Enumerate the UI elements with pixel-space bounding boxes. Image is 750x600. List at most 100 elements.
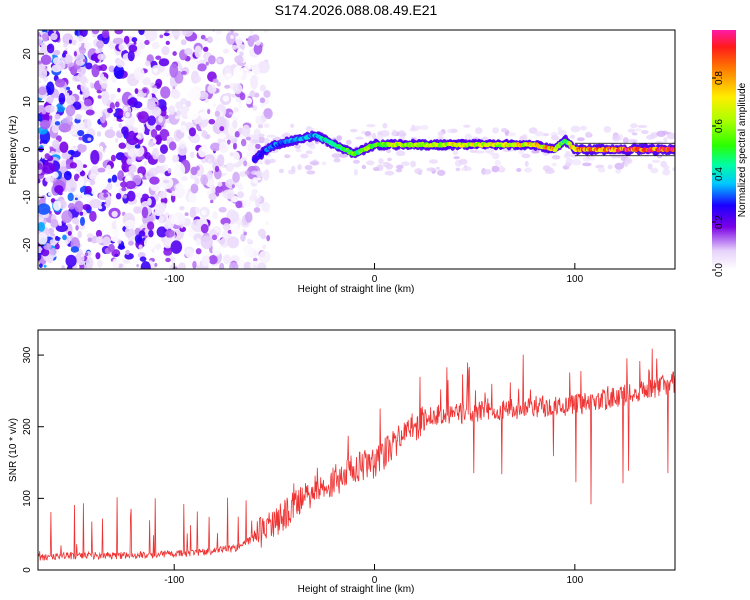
noise-blob	[111, 210, 118, 218]
noise-blob	[51, 171, 59, 179]
noise-blob	[151, 41, 160, 50]
noise-blob	[84, 252, 89, 257]
halo-blob	[306, 170, 316, 175]
noise-blob	[205, 61, 209, 66]
halo-blob	[662, 165, 670, 170]
noise-blob	[194, 75, 202, 83]
noise-blob	[224, 84, 231, 89]
noise-blob	[139, 256, 147, 262]
noise-blob	[163, 248, 173, 256]
halo-blob	[516, 168, 522, 173]
halo-blob	[411, 124, 416, 131]
noise-blob	[233, 66, 244, 79]
noise-blob	[207, 84, 217, 94]
noise-blob	[46, 96, 54, 104]
noise-blob	[76, 143, 87, 153]
noise-blob	[200, 34, 206, 40]
halo-blob	[401, 161, 410, 167]
noise-blob	[138, 30, 145, 36]
noise-blob	[134, 88, 139, 95]
noise-blob	[252, 257, 258, 262]
noise-blob	[142, 88, 148, 94]
noise-blob	[144, 151, 151, 160]
noise-blob	[137, 111, 149, 124]
halo-blob	[585, 131, 592, 138]
halo-blob	[395, 168, 403, 173]
noise-blob	[219, 237, 229, 248]
noise-blob	[200, 174, 209, 186]
noise-blob	[246, 238, 252, 243]
noise-blob	[96, 131, 102, 137]
noise-blob	[59, 141, 69, 153]
noise-blob	[85, 62, 93, 70]
noise-blob	[232, 119, 238, 129]
halo-blob	[451, 128, 458, 134]
noise-blob	[142, 77, 152, 86]
noise-blob	[155, 243, 162, 250]
halo-blob	[630, 123, 638, 129]
noise-blob	[160, 105, 168, 112]
noise-blob	[239, 92, 246, 101]
noise-blob	[222, 189, 235, 199]
noise-blob	[91, 64, 100, 78]
x-tick-label: -100	[164, 274, 184, 285]
noise-blob	[99, 73, 105, 80]
halo-blob	[309, 127, 315, 131]
noise-blob	[163, 237, 173, 249]
noise-blob	[147, 115, 156, 126]
noise-blob	[178, 262, 186, 269]
noise-blob	[212, 211, 218, 220]
halo-blob	[435, 166, 440, 171]
noise-blob	[38, 232, 48, 246]
noise-blob	[118, 122, 123, 129]
halo-blob	[426, 167, 436, 172]
noise-blob	[250, 30, 254, 35]
noise-blob	[206, 36, 213, 44]
halo-blob	[612, 134, 621, 142]
noise-blob	[214, 110, 221, 117]
halo-blob	[266, 134, 277, 138]
noise-blob	[107, 243, 115, 253]
noise-blob	[174, 115, 180, 120]
noise-blob	[101, 30, 110, 39]
noise-blob	[167, 167, 172, 174]
noise-blob	[218, 132, 226, 140]
noise-blob	[149, 176, 160, 185]
noise-blob	[157, 75, 163, 80]
noise-blob	[218, 73, 225, 82]
noise-blob	[210, 199, 214, 204]
halo-blob	[625, 157, 633, 165]
halo-blob	[521, 153, 531, 159]
halo-blob	[455, 167, 461, 172]
noise-blob	[51, 124, 60, 134]
noise-blob	[79, 30, 88, 38]
halo-blob	[371, 132, 377, 140]
noise-blob	[218, 141, 229, 153]
halo-blob	[382, 122, 388, 129]
noise-blob	[124, 226, 133, 238]
noise-blob	[136, 263, 139, 268]
halo-blob	[615, 168, 622, 174]
noise-blob	[233, 106, 239, 113]
noise-blob	[54, 121, 61, 126]
snr-y-axis: 0 100 200 300	[22, 346, 44, 573]
noise-blob	[163, 179, 170, 184]
noise-blob	[131, 155, 136, 162]
noise-blob	[44, 153, 51, 159]
noise-blob	[55, 78, 66, 88]
noise-blob	[232, 32, 239, 37]
noise-blob	[111, 174, 118, 183]
halo-blob	[278, 168, 285, 174]
noise-blob	[232, 83, 243, 95]
noise-blob	[70, 246, 80, 253]
noise-blob	[114, 253, 119, 257]
noise-blob	[78, 136, 83, 141]
noise-blob	[244, 170, 250, 175]
halo-blob	[563, 153, 571, 159]
noise-blob	[91, 30, 100, 35]
noise-blob	[49, 239, 56, 245]
x-tick-label: -100	[164, 575, 184, 586]
noise-blob	[222, 95, 230, 102]
snr-x-label: Height of straight line (km)	[298, 584, 415, 595]
halo-blob	[294, 144, 301, 149]
